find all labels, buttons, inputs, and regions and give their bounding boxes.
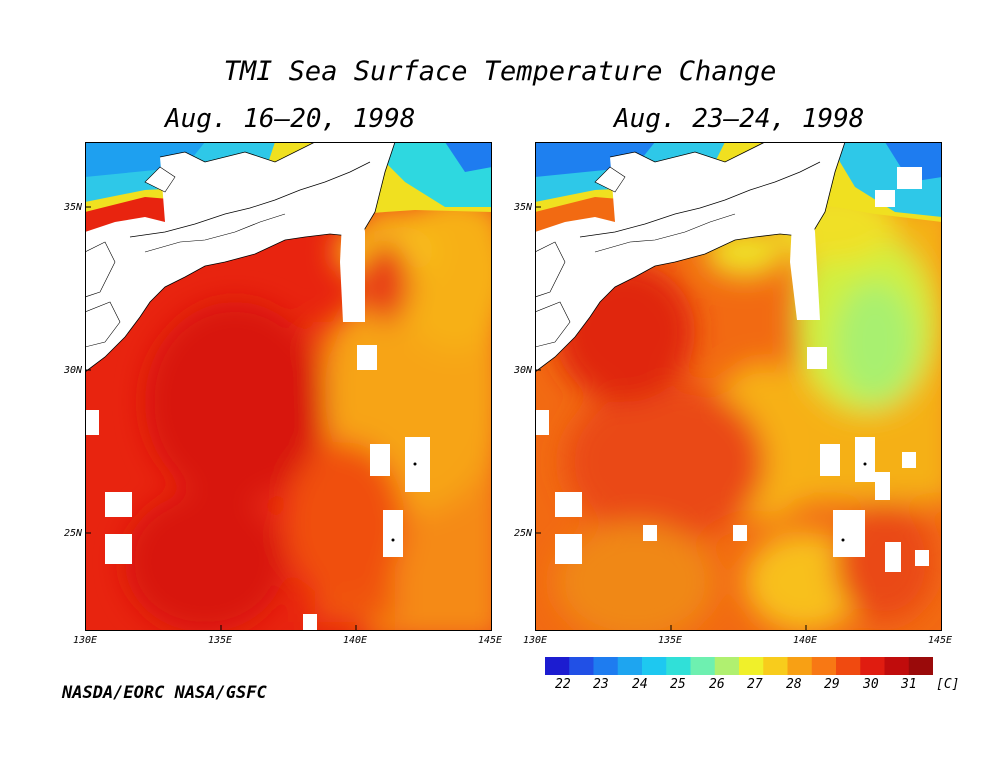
colorbar-label: 31 xyxy=(901,677,917,692)
lon-label-130e: 130E xyxy=(523,635,548,646)
left-sst-map xyxy=(85,142,492,631)
right-sst-map-svg xyxy=(535,142,942,631)
lon-label-135e: 135E xyxy=(658,635,683,646)
lat-label-30n: 30N xyxy=(63,365,82,376)
colorbar-label: 30 xyxy=(863,677,879,692)
colorbar-swatch xyxy=(836,657,861,675)
colorbar-swatch xyxy=(666,657,691,675)
land-izu-strip xyxy=(340,197,365,322)
page-title: TMI Sea Surface Temperature Change xyxy=(223,56,777,87)
colorbar-unit: [C] xyxy=(936,677,960,692)
lon-label-135e: 135E xyxy=(208,635,233,646)
colorbar-label: 23 xyxy=(593,677,609,692)
colorbar-swatch xyxy=(714,657,740,675)
colorbar-swatch xyxy=(860,657,885,675)
lat-label-30n: 30N xyxy=(513,365,532,376)
right-panel-subtitle: Aug. 23–24, 1998 xyxy=(614,104,865,134)
colorbar-swatch xyxy=(763,657,788,675)
colorbar-swatch xyxy=(908,657,933,675)
colorbar-swatch xyxy=(569,657,594,675)
colorbar-swatch xyxy=(787,657,813,675)
colorbar-swatch xyxy=(642,657,667,675)
lon-label-140e: 140E xyxy=(793,635,818,646)
colorbar-label: 28 xyxy=(786,677,802,692)
colorbar-swatch xyxy=(593,657,619,675)
lon-label-130e: 130E xyxy=(73,635,98,646)
lat-label-25n: 25N xyxy=(513,528,532,539)
colorbar-swatch xyxy=(811,657,837,675)
colorbar-swatch xyxy=(690,657,716,675)
right-sst-map xyxy=(535,142,942,631)
lat-label-25n: 25N xyxy=(63,528,82,539)
lat-label-35n: 35N xyxy=(63,202,82,213)
colorbar-label: 26 xyxy=(709,677,725,692)
colorbar-label: 25 xyxy=(670,677,686,692)
lon-label-145e: 145E xyxy=(928,635,953,646)
credit-text: NASDA/EORC NASA/GSFC xyxy=(62,683,267,703)
land-japan xyxy=(535,142,845,372)
colorbar-swatch xyxy=(545,657,570,675)
colorbar-label: 29 xyxy=(824,677,840,692)
colorbar-label: 24 xyxy=(632,677,648,692)
colorbar-swatch xyxy=(739,657,764,675)
lat-label-35n: 35N xyxy=(513,202,532,213)
left-sst-map-svg xyxy=(85,142,492,631)
lon-label-145e: 145E xyxy=(478,635,503,646)
colorbar-label: 22 xyxy=(555,677,571,692)
colorbar-label: 27 xyxy=(747,677,763,692)
temperature-colorbar xyxy=(545,657,933,675)
lon-label-140e: 140E xyxy=(343,635,368,646)
colorbar-swatch xyxy=(617,657,643,675)
left-panel-subtitle: Aug. 16–20, 1998 xyxy=(165,104,416,134)
colorbar-swatch xyxy=(884,657,910,675)
land-japan xyxy=(85,142,395,372)
land-izu-strip xyxy=(790,197,820,320)
